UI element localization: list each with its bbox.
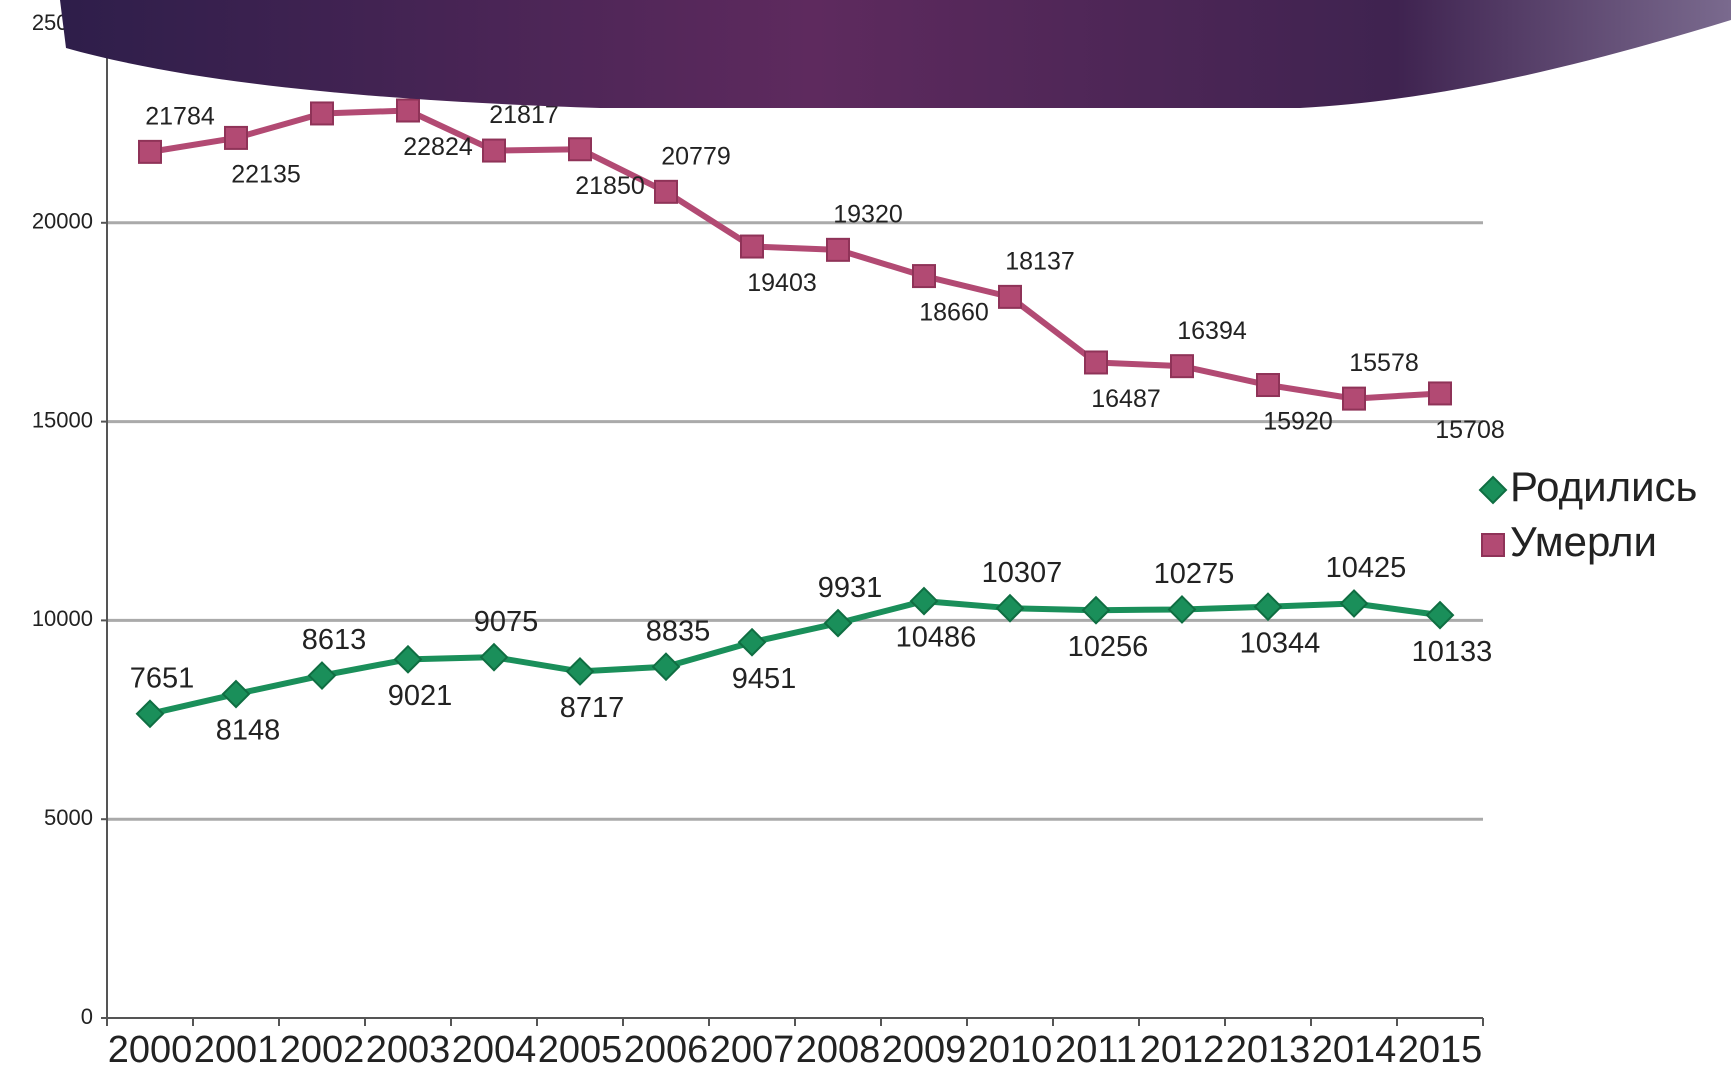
- x-tick-label: 2015: [1398, 1029, 1483, 1070]
- marker-diamond: [223, 681, 249, 707]
- x-tick-label: 2012: [1140, 1029, 1225, 1070]
- data-label: 15578: [1349, 349, 1419, 377]
- x-tick-label: 2011: [1055, 1029, 1137, 1070]
- marker-square: [741, 236, 763, 258]
- marker-diamond: [1480, 477, 1506, 503]
- marker-square: [483, 140, 505, 162]
- marker-square: [1171, 355, 1193, 377]
- marker-square: [1085, 351, 1107, 373]
- data-label: 9021: [388, 680, 453, 712]
- marker-diamond: [825, 610, 851, 636]
- x-tick-label: 2004: [452, 1029, 537, 1070]
- marker-square: [827, 239, 849, 261]
- x-tick-label: 2009: [882, 1029, 967, 1070]
- data-label: 10307: [982, 557, 1063, 589]
- marker-diamond: [481, 644, 507, 670]
- data-label: 10133: [1412, 636, 1493, 668]
- title-banner: [60, 0, 1731, 108]
- series-line: [150, 111, 1440, 399]
- data-label: 8717: [560, 692, 625, 724]
- marker-square: [311, 102, 333, 124]
- marker-diamond: [309, 663, 335, 689]
- data-label: 19403: [747, 269, 817, 297]
- data-label: 15920: [1263, 408, 1333, 436]
- marker-diamond: [1169, 596, 1195, 622]
- marker-diamond: [739, 629, 765, 655]
- x-tick-label: 2002: [280, 1029, 365, 1070]
- data-label: 22135: [231, 161, 301, 189]
- x-tick-label: 2003: [366, 1029, 451, 1070]
- data-label: 10486: [896, 622, 977, 654]
- marker-diamond: [997, 595, 1023, 621]
- data-label: 7651: [130, 662, 195, 694]
- marker-square: [1343, 388, 1365, 410]
- chart: 0500010000150002000025000200020012002200…: [0, 0, 1731, 1070]
- x-tick-label: 2006: [624, 1029, 709, 1070]
- data-label: 21850: [575, 172, 645, 200]
- marker-diamond: [1427, 602, 1453, 628]
- y-tick-label: 10000: [32, 606, 93, 631]
- y-tick-label: 20000: [32, 209, 93, 234]
- marker-diamond: [1341, 591, 1367, 617]
- data-label: 9931: [818, 572, 883, 604]
- marker-diamond: [911, 588, 937, 614]
- data-label: 22824: [403, 133, 473, 161]
- y-tick-label: 15000: [32, 407, 93, 432]
- marker-square: [655, 181, 677, 203]
- marker-diamond: [1255, 594, 1281, 620]
- data-label: 18660: [919, 299, 989, 327]
- marker-square: [225, 127, 247, 149]
- marker-square: [999, 286, 1021, 308]
- legend-label: Умерли: [1510, 518, 1657, 565]
- data-label: 19320: [833, 200, 903, 228]
- data-label: 9451: [732, 663, 797, 695]
- legend-label: Родились: [1510, 463, 1697, 510]
- x-tick-label: 2010: [968, 1029, 1053, 1070]
- marker-square: [397, 100, 419, 122]
- marker-square: [913, 265, 935, 287]
- data-label: 10425: [1326, 552, 1407, 584]
- y-tick-label: 0: [81, 1004, 93, 1029]
- x-tick-label: 2000: [108, 1029, 193, 1070]
- x-tick-label: 2001: [194, 1029, 279, 1070]
- data-label: 10256: [1068, 631, 1149, 663]
- x-tick-label: 2007: [710, 1029, 795, 1070]
- legend: Родились Умерли: [1480, 463, 1697, 565]
- data-label: 20779: [661, 142, 731, 170]
- data-label: 15708: [1435, 416, 1505, 444]
- data-label: 8835: [646, 615, 711, 647]
- data-label: 8613: [302, 624, 367, 656]
- data-label: 8148: [216, 715, 281, 747]
- marker-square: [1257, 374, 1279, 396]
- x-tick-label: 2013: [1226, 1029, 1311, 1070]
- marker-diamond: [567, 658, 593, 684]
- x-tick-label: 2008: [796, 1029, 881, 1070]
- x-tick-label: 2014: [1312, 1029, 1397, 1070]
- data-label: 16487: [1091, 385, 1161, 413]
- marker-diamond: [395, 646, 421, 672]
- data-label: 16394: [1177, 317, 1247, 345]
- data-label: 10344: [1240, 627, 1321, 659]
- marker-diamond: [653, 654, 679, 680]
- x-tick-label: 2005: [538, 1029, 623, 1070]
- data-label: 10275: [1154, 558, 1235, 590]
- data-label: 9075: [474, 606, 539, 638]
- data-label: 18137: [1005, 247, 1075, 275]
- marker-square: [569, 138, 591, 160]
- data-label: 21784: [145, 102, 215, 130]
- marker-square: [1429, 382, 1451, 404]
- marker-square: [1482, 534, 1504, 556]
- marker-diamond: [137, 701, 163, 727]
- marker-square: [139, 141, 161, 163]
- y-tick-label: 5000: [44, 805, 93, 830]
